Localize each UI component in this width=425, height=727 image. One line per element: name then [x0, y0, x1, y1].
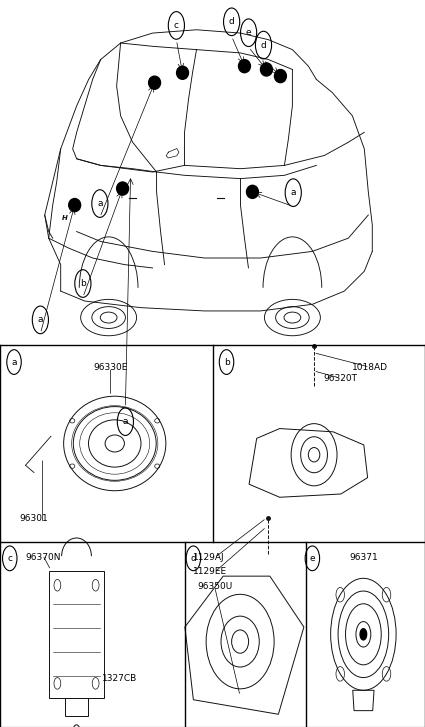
Ellipse shape [360, 629, 367, 640]
Text: c: c [7, 554, 12, 563]
Text: a: a [123, 417, 128, 426]
Text: 96370N: 96370N [26, 553, 61, 561]
Text: a: a [291, 188, 296, 197]
Text: d: d [229, 17, 235, 26]
Text: 1129AJ: 1129AJ [193, 553, 225, 561]
Ellipse shape [149, 76, 161, 89]
Text: 96350U: 96350U [198, 582, 233, 590]
Text: 1129EE: 1129EE [193, 567, 227, 576]
Text: a: a [38, 316, 43, 324]
Text: a: a [11, 358, 17, 366]
Text: 1018AD: 1018AD [352, 364, 388, 372]
Text: 96320T: 96320T [323, 374, 357, 383]
Text: 96330E: 96330E [94, 364, 128, 372]
Ellipse shape [275, 70, 286, 83]
Text: d: d [261, 41, 266, 49]
Text: 96371: 96371 [349, 553, 378, 561]
Bar [49, 571, 104, 698]
Text: b: b [224, 358, 230, 366]
Ellipse shape [246, 185, 258, 198]
Text: 96301: 96301 [20, 515, 48, 523]
Text: b: b [80, 279, 86, 288]
Ellipse shape [116, 182, 128, 195]
Bar [65, 698, 88, 716]
Text: 1327CB: 1327CB [102, 675, 137, 683]
Text: H: H [62, 215, 68, 221]
Ellipse shape [69, 198, 81, 212]
Text: d: d [190, 554, 196, 563]
Text: e: e [246, 28, 252, 37]
Ellipse shape [238, 60, 250, 73]
Text: e: e [309, 554, 315, 563]
Ellipse shape [177, 66, 188, 79]
Text: c: c [174, 21, 179, 30]
Ellipse shape [261, 63, 272, 76]
Text: a: a [97, 199, 102, 208]
